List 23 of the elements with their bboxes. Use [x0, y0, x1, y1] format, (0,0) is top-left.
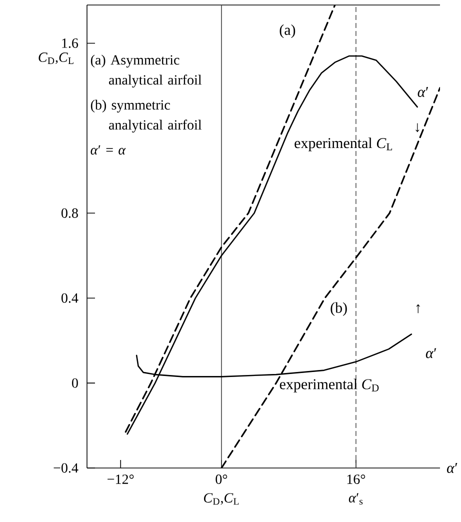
annotation: (a) Asymmetric analytical airfoil [90, 54, 202, 88]
annotation: ↓ [416, 123, 420, 132]
annotation: α′ [426, 348, 436, 358]
series-label: experimental C$_{D}$ [280, 378, 379, 392]
series-label: (b) [330, 302, 347, 316]
ref-line-label: C$_{D}$,C$_{L}$ [204, 493, 239, 505]
x-tick-label: 0° [216, 474, 228, 484]
series-label: experimental C$_{L}$ [294, 138, 392, 152]
y-axis-title: C$_{D}$,C$_{L}$ [38, 52, 74, 64]
annotation: α′ = α [90, 145, 126, 155]
annotation: α′ [418, 87, 428, 98]
y-tick-label: −0.4 [54, 463, 78, 473]
x-axis-title: α′ [446, 463, 458, 473]
y-tick-label: 1.6 [62, 38, 78, 48]
ref-line-label: α′$_{s}$ [348, 493, 363, 505]
y-tick-label: 0.8 [62, 208, 78, 218]
y-tick-label: 0.4 [62, 293, 78, 303]
annotation: (b) symmetric analytical airfoil [90, 100, 202, 133]
series-label: (a) [280, 24, 296, 38]
annotation: ↑ [416, 304, 420, 314]
x-tick-label: −12° [108, 474, 134, 484]
y-tick-label: 0 [72, 378, 78, 388]
x-tick-label: 16° [347, 474, 366, 484]
